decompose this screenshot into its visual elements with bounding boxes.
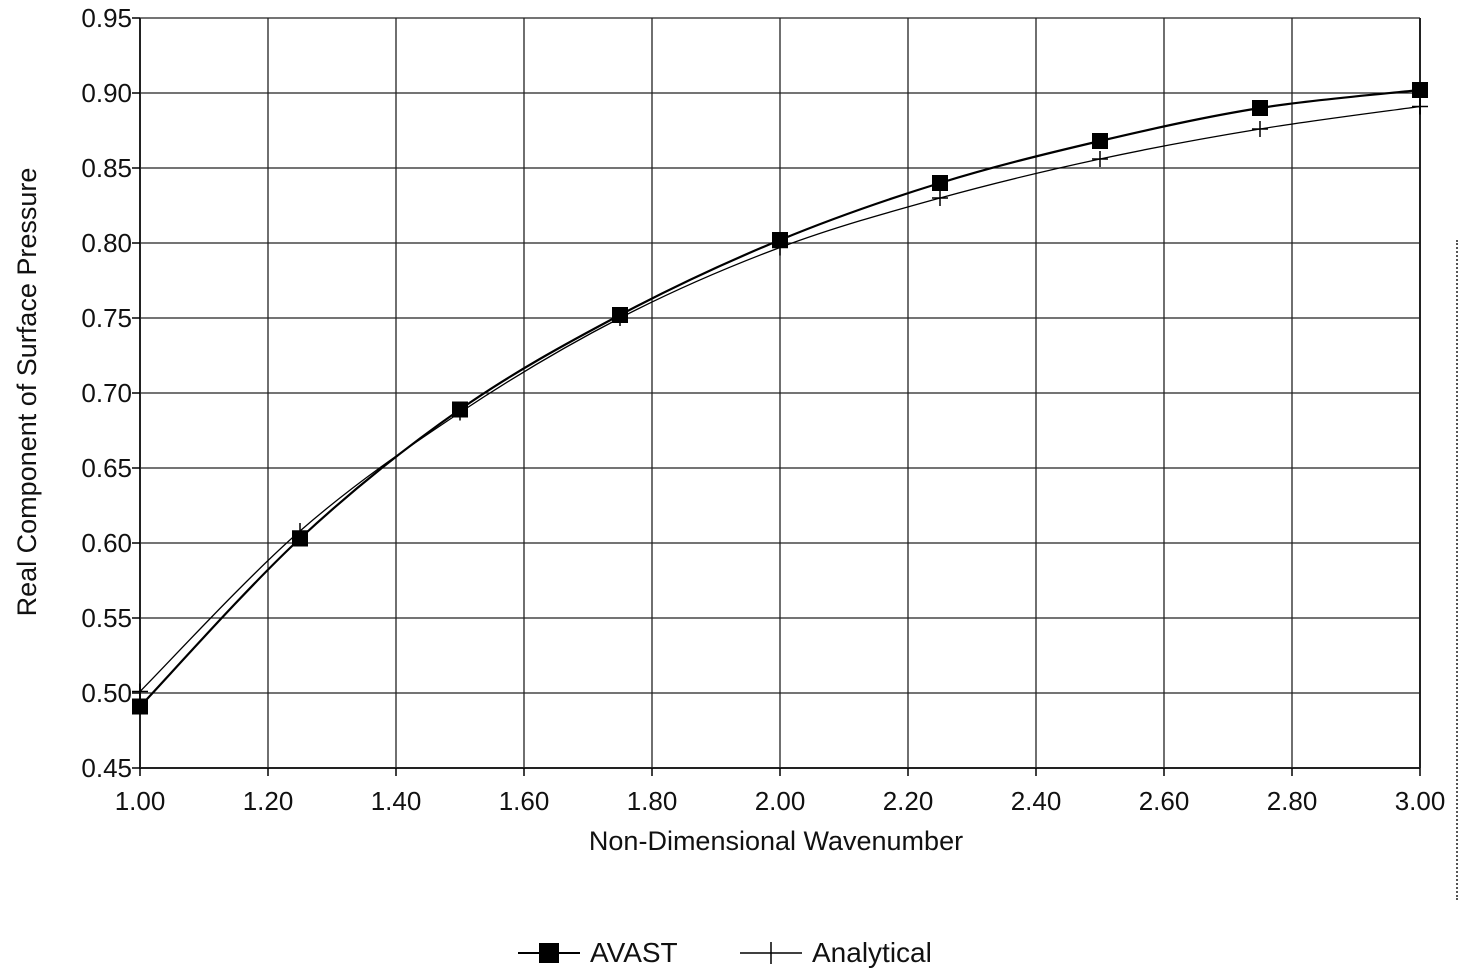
- y-tick-label: 0.90: [81, 78, 132, 108]
- y-axis-title: Real Component of Surface Pressure: [12, 168, 42, 617]
- y-tick-label: 0.60: [81, 528, 132, 558]
- x-tick-label: 1.00: [115, 786, 166, 816]
- data-point-square: [1252, 100, 1268, 116]
- data-point-square: [132, 698, 148, 715]
- data-point-plus: [1252, 121, 1268, 137]
- x-tick-label: 1.60: [499, 786, 550, 816]
- x-tick-label: 2.00: [755, 786, 806, 816]
- legend: AVAST Analytical: [0, 930, 1468, 976]
- legend-item-analytical: Analytical: [740, 930, 932, 976]
- data-point-plus: [452, 404, 468, 421]
- data-point-square: [932, 175, 948, 191]
- data-point-plus: [292, 523, 308, 539]
- series-line: [139, 105, 1421, 692]
- y-tick-labels: 0.45 0.50 0.55 0.60 0.65 0.70 0.75 0.80 0.85 0.90…: [81, 3, 132, 783]
- series-analytical: [132, 98, 1428, 700]
- y-tick-label: 0.45: [81, 753, 132, 783]
- x-tick-labels: 1.00 1.20 1.40 1.60 1.80 2.00 2.20 2.40 2.60 2.80…: [115, 786, 1446, 816]
- y-tick-label: 0.95: [81, 3, 132, 33]
- x-tick-label: 2.40: [1011, 786, 1062, 816]
- y-tick-label: 0.80: [81, 228, 132, 258]
- y-tick-label: 0.65: [81, 453, 132, 483]
- filled-square-marker-icon: [518, 943, 580, 963]
- series-layer: [132, 82, 1428, 715]
- legend-item-avast: AVAST: [518, 930, 678, 976]
- legend-label: AVAST: [590, 937, 678, 968]
- legend-label: Analytical: [812, 937, 932, 968]
- x-tick-label: 2.80: [1267, 786, 1318, 816]
- data-point-plus: [772, 239, 788, 256]
- x-tick-label: 3.00: [1395, 786, 1446, 816]
- data-point-plus: [612, 310, 628, 326]
- line-chart: 1.00 1.20 1.40 1.60 1.80 2.00 2.20 2.40 2.60 2.80…: [12, 3, 1446, 856]
- x-tick-label: 2.60: [1139, 786, 1190, 816]
- plus-marker-icon: [740, 942, 802, 964]
- y-tick-label: 0.85: [81, 153, 132, 183]
- data-point-plus: [1092, 151, 1108, 167]
- x-tick-label: 1.20: [243, 786, 294, 816]
- data-point-plus: [932, 190, 948, 206]
- grid: [132, 17, 1421, 776]
- data-point-plus: [132, 683, 148, 700]
- y-tick-label: 0.70: [81, 378, 132, 408]
- y-tick-label: 0.50: [81, 678, 132, 708]
- data-point-plus: [1412, 98, 1428, 115]
- series-line: [139, 88, 1421, 708]
- x-axis-title: Non-Dimensional Wavenumber: [589, 826, 963, 856]
- x-tick-label: 1.40: [371, 786, 422, 816]
- x-tick-label: 1.80: [627, 786, 678, 816]
- data-point-square: [1412, 82, 1428, 98]
- y-tick-label: 0.55: [81, 603, 132, 633]
- page-edge-line: [1456, 240, 1458, 900]
- data-point-square: [1092, 133, 1108, 149]
- x-tick-label: 2.20: [883, 786, 934, 816]
- y-tick-label: 0.75: [81, 303, 132, 333]
